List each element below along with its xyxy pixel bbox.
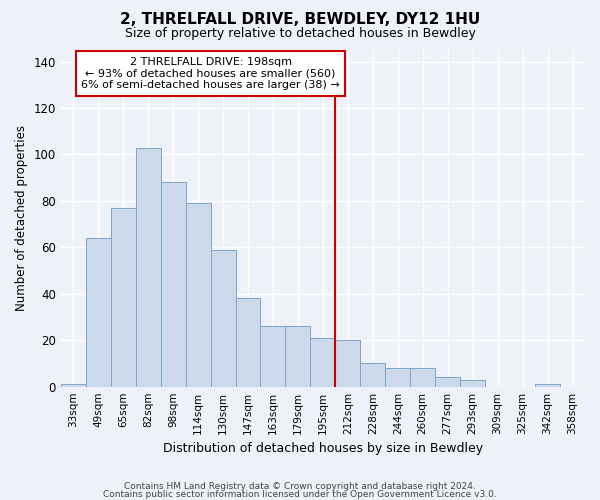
Bar: [211, 250, 236, 386]
Bar: [161, 182, 185, 386]
Bar: [535, 384, 560, 386]
Bar: [410, 368, 435, 386]
Text: Contains public sector information licensed under the Open Government Licence v3: Contains public sector information licen…: [103, 490, 497, 499]
Bar: [310, 338, 335, 386]
Bar: [335, 340, 361, 386]
Bar: [385, 368, 410, 386]
X-axis label: Distribution of detached houses by size in Bewdley: Distribution of detached houses by size …: [163, 442, 483, 455]
Bar: [260, 326, 286, 386]
Bar: [236, 298, 260, 386]
Bar: [185, 203, 211, 386]
Bar: [286, 326, 310, 386]
Y-axis label: Number of detached properties: Number of detached properties: [15, 126, 28, 312]
Bar: [111, 208, 136, 386]
Bar: [61, 384, 86, 386]
Bar: [435, 378, 460, 386]
Bar: [86, 238, 111, 386]
Text: 2 THRELFALL DRIVE: 198sqm
← 93% of detached houses are smaller (560)
6% of semi-: 2 THRELFALL DRIVE: 198sqm ← 93% of detac…: [81, 57, 340, 90]
Text: Size of property relative to detached houses in Bewdley: Size of property relative to detached ho…: [125, 28, 475, 40]
Bar: [136, 148, 161, 386]
Text: Contains HM Land Registry data © Crown copyright and database right 2024.: Contains HM Land Registry data © Crown c…: [124, 482, 476, 491]
Text: 2, THRELFALL DRIVE, BEWDLEY, DY12 1HU: 2, THRELFALL DRIVE, BEWDLEY, DY12 1HU: [120, 12, 480, 28]
Bar: [361, 364, 385, 386]
Bar: [460, 380, 485, 386]
